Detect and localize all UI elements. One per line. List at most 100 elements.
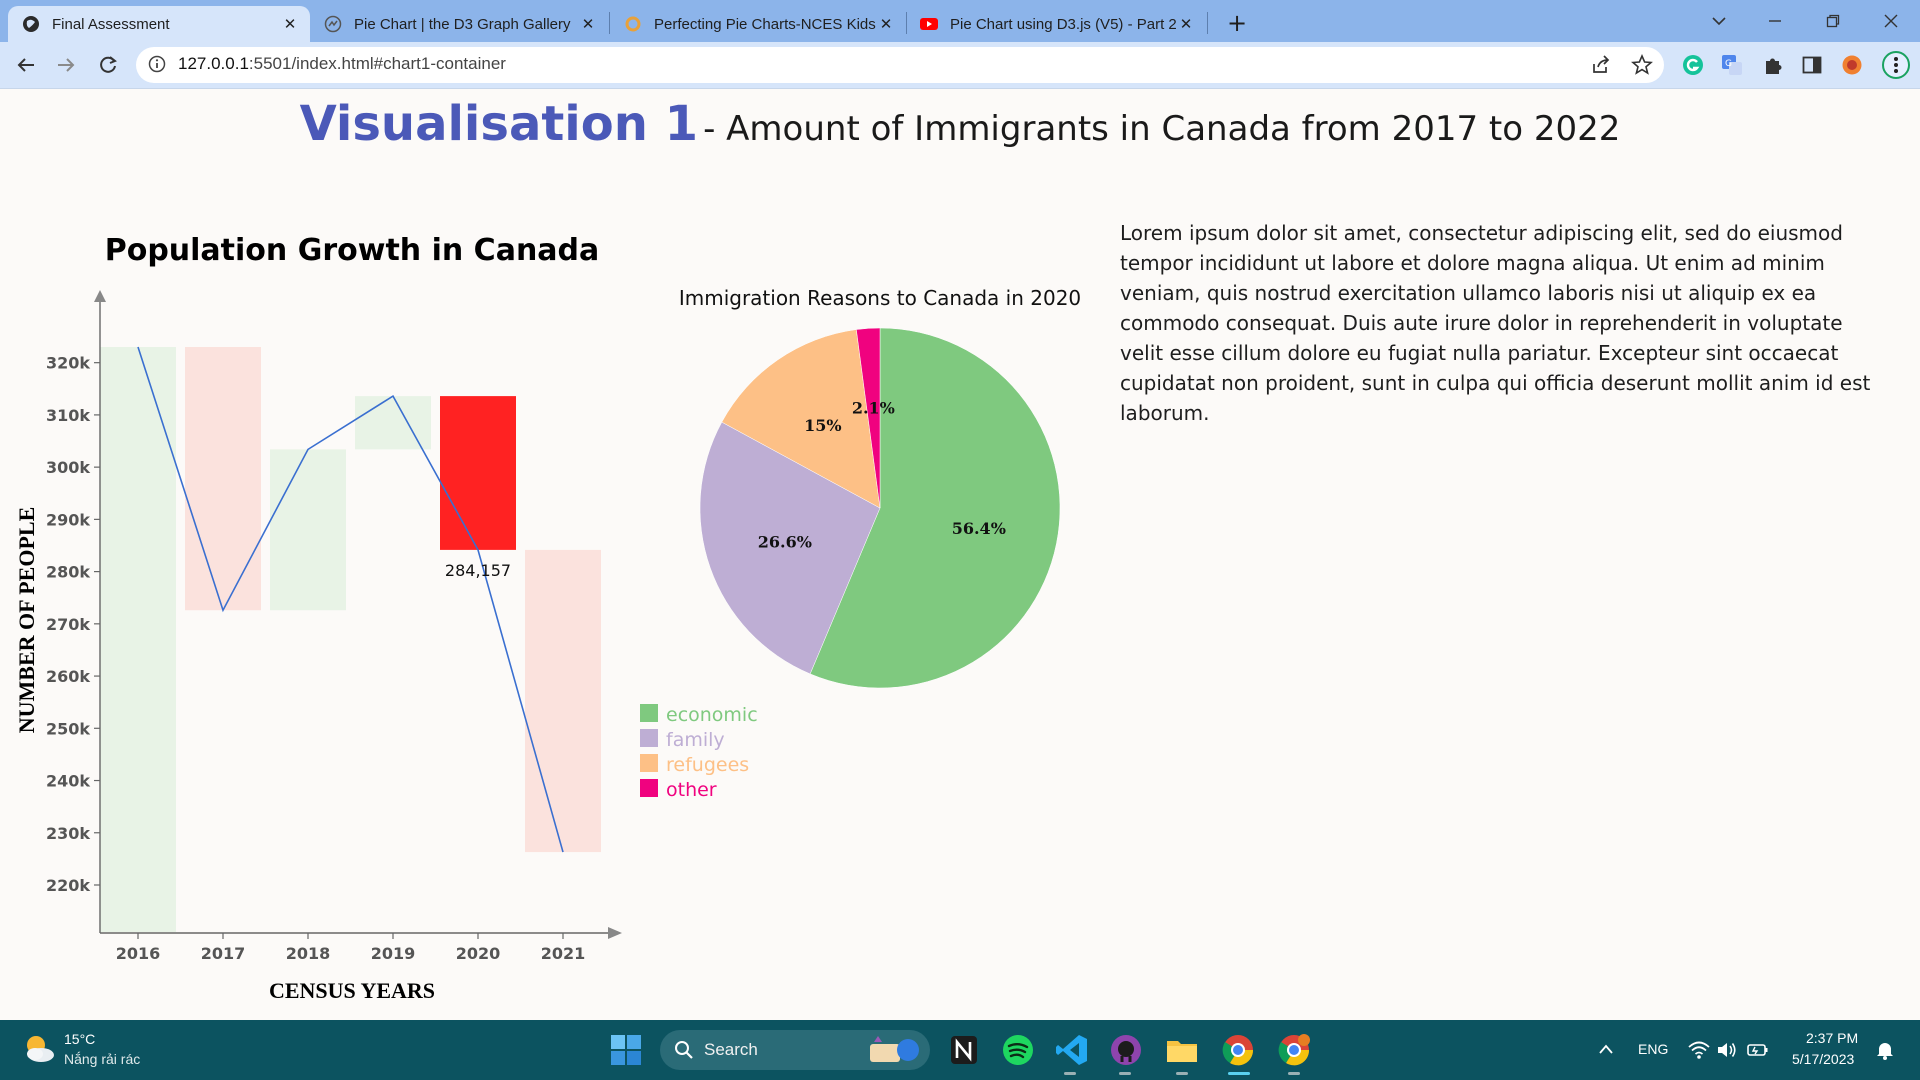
clock-date[interactable]: 5/17/2023	[1792, 1051, 1855, 1067]
x-tick-label: 2016	[116, 944, 161, 963]
y-tick-label: 250k	[46, 719, 90, 738]
tab-final-assessment[interactable]: Final Assessment ✕	[8, 6, 310, 42]
tab-search-icon[interactable]	[1696, 4, 1742, 38]
profile-avatar-icon[interactable]	[1841, 54, 1863, 76]
globe-icon	[23, 16, 39, 32]
close-window-icon[interactable]	[1868, 4, 1914, 38]
trend-line-group	[137, 346, 564, 853]
immigration-reasons-pie-chart: Immigration Reasons to Canada in 2020 56…	[640, 286, 1081, 801]
pie-legend: economic family refugees other	[640, 704, 758, 801]
youtube-icon	[920, 18, 938, 30]
x-tick-label: 2019	[371, 944, 416, 963]
translate-icon[interactable]: G	[1721, 54, 1743, 76]
clock-time[interactable]: 2:37 PM	[1806, 1030, 1859, 1046]
chevron-up-icon[interactable]	[1598, 1042, 1614, 1056]
svg-text:G: G	[1725, 59, 1732, 69]
y-tick-label: 300k	[46, 458, 90, 477]
restore-icon[interactable]	[1810, 4, 1856, 38]
wifi-icon[interactable]	[1688, 1040, 1710, 1060]
chrome-profile-icon[interactable]	[1276, 1032, 1312, 1068]
waterfall-bar	[270, 449, 346, 611]
tab-d3-graph-gallery[interactable]: Pie Chart | the D3 Graph Gallery ✕	[310, 6, 608, 42]
legend-label: family	[666, 729, 725, 751]
x-tick-label: 2021	[541, 944, 586, 963]
pie-slice-refugees	[721, 329, 881, 509]
y-tick-label: 320k	[46, 354, 90, 373]
y-tick-label: 290k	[46, 510, 90, 529]
close-tab-icon[interactable]: ✕	[283, 16, 297, 33]
spotify-icon[interactable]	[1000, 1032, 1036, 1068]
chrome-icon[interactable]	[1220, 1032, 1256, 1068]
y-tick-label: 240k	[46, 772, 90, 791]
forward-arrow-icon[interactable]	[50, 49, 82, 81]
search-highlight-illustration-icon	[870, 1036, 919, 1062]
pie-slice-label: 26.6%	[758, 532, 812, 551]
y-axis-label: NUMBER OF PEOPLE	[14, 507, 39, 734]
pie-slices-group	[699, 327, 1061, 689]
close-tab-icon[interactable]: ✕	[1179, 16, 1193, 33]
nces-sun-icon	[625, 16, 641, 32]
running-indicator	[1288, 1072, 1300, 1075]
grammarly-icon[interactable]	[1682, 54, 1704, 76]
legend-swatch	[640, 754, 658, 772]
tab-separator	[609, 12, 610, 34]
x-axis: 2016 2017 2018 2019 2020 2021	[100, 927, 622, 963]
tab-title: Perfecting Pie Charts-NCES Kids'	[654, 15, 876, 33]
github-desktop-icon[interactable]	[1108, 1032, 1144, 1068]
heading-visualisation-number: Visualisation 1	[299, 96, 698, 152]
weather-sun-cloud-icon[interactable]	[20, 1030, 58, 1068]
chart-title: Immigration Reasons to Canada in 2020	[679, 286, 1081, 310]
side-panel-icon[interactable]	[1801, 54, 1823, 76]
language-indicator[interactable]: ENG	[1638, 1041, 1669, 1057]
tab-separator	[1207, 12, 1208, 34]
back-arrow-icon[interactable]	[10, 49, 42, 81]
battery-icon[interactable]	[1746, 1041, 1770, 1059]
site-info-icon[interactable]	[148, 55, 166, 73]
bookmark-star-icon[interactable]	[1631, 54, 1653, 76]
taskbar-search-box[interactable]: Search	[660, 1030, 930, 1070]
weather-temperature[interactable]: 15°C	[64, 1031, 96, 1047]
x-axis-label: CENSUS YEARS	[269, 978, 435, 1003]
url-text[interactable]: 127.0.0.1:5501/index.html#chart1-contain…	[178, 54, 506, 74]
chrome-menu-icon[interactable]	[1881, 50, 1911, 80]
reload-icon[interactable]	[92, 49, 124, 81]
windows-start-icon[interactable]	[608, 1032, 644, 1068]
waterfall-bar	[100, 347, 176, 932]
tab-nces-kids[interactable]: Perfecting Pie Charts-NCES Kids' ✕	[610, 6, 906, 42]
notion-icon[interactable]	[946, 1032, 982, 1068]
pie-slice-other	[856, 327, 881, 509]
weather-description[interactable]: Nắng rải rác	[64, 1051, 141, 1067]
y-tick-label: 280k	[46, 563, 90, 582]
search-icon	[675, 1041, 693, 1059]
url-host: 127.0.0.1	[178, 54, 249, 73]
close-tab-icon[interactable]: ✕	[581, 16, 595, 33]
y-tick-label: 220k	[46, 876, 90, 895]
pie-slice-label: 56.4%	[952, 519, 1006, 538]
vscode-icon[interactable]	[1054, 1032, 1090, 1068]
address-bar[interactable]	[136, 47, 1664, 83]
windows-taskbar: 15°C Nắng rải rác Search ENG 2:37 PM 5/1…	[0, 1020, 1920, 1080]
tab-title: Final Assessment	[52, 15, 170, 33]
close-tab-icon[interactable]: ✕	[879, 16, 893, 33]
legend-swatch	[640, 704, 658, 722]
minimize-icon[interactable]	[1752, 4, 1798, 38]
extensions-puzzle-icon[interactable]	[1762, 54, 1784, 76]
new-tab-button[interactable]: +	[1226, 9, 1248, 37]
url-path: :5501/index.html#chart1-container	[248, 54, 506, 73]
running-indicator	[1064, 1072, 1076, 1075]
browser-toolbar: 127.0.0.1:5501/index.html#chart1-contain…	[0, 42, 1920, 89]
x-axis-arrow-icon	[608, 927, 622, 939]
file-explorer-icon[interactable]	[1164, 1032, 1200, 1068]
legend-label: economic	[666, 704, 758, 726]
legend-label: other	[666, 779, 717, 801]
volume-icon[interactable]	[1716, 1040, 1738, 1060]
tab-youtube-pie-chart[interactable]: Pie Chart using D3.js (V5) - Part 2 ✕	[906, 6, 1206, 42]
tab-separator	[906, 12, 907, 34]
description-paragraph: Lorem ipsum dolor sit amet, consectetur …	[1120, 221, 1871, 425]
pie-slice-label: 15%	[804, 416, 841, 435]
waterfall-bar	[185, 347, 261, 611]
waterfall-bar	[440, 396, 516, 550]
share-icon[interactable]	[1590, 54, 1612, 76]
notification-bell-icon[interactable]	[1874, 1039, 1896, 1061]
highlight-value-label: 284,157	[445, 561, 511, 580]
